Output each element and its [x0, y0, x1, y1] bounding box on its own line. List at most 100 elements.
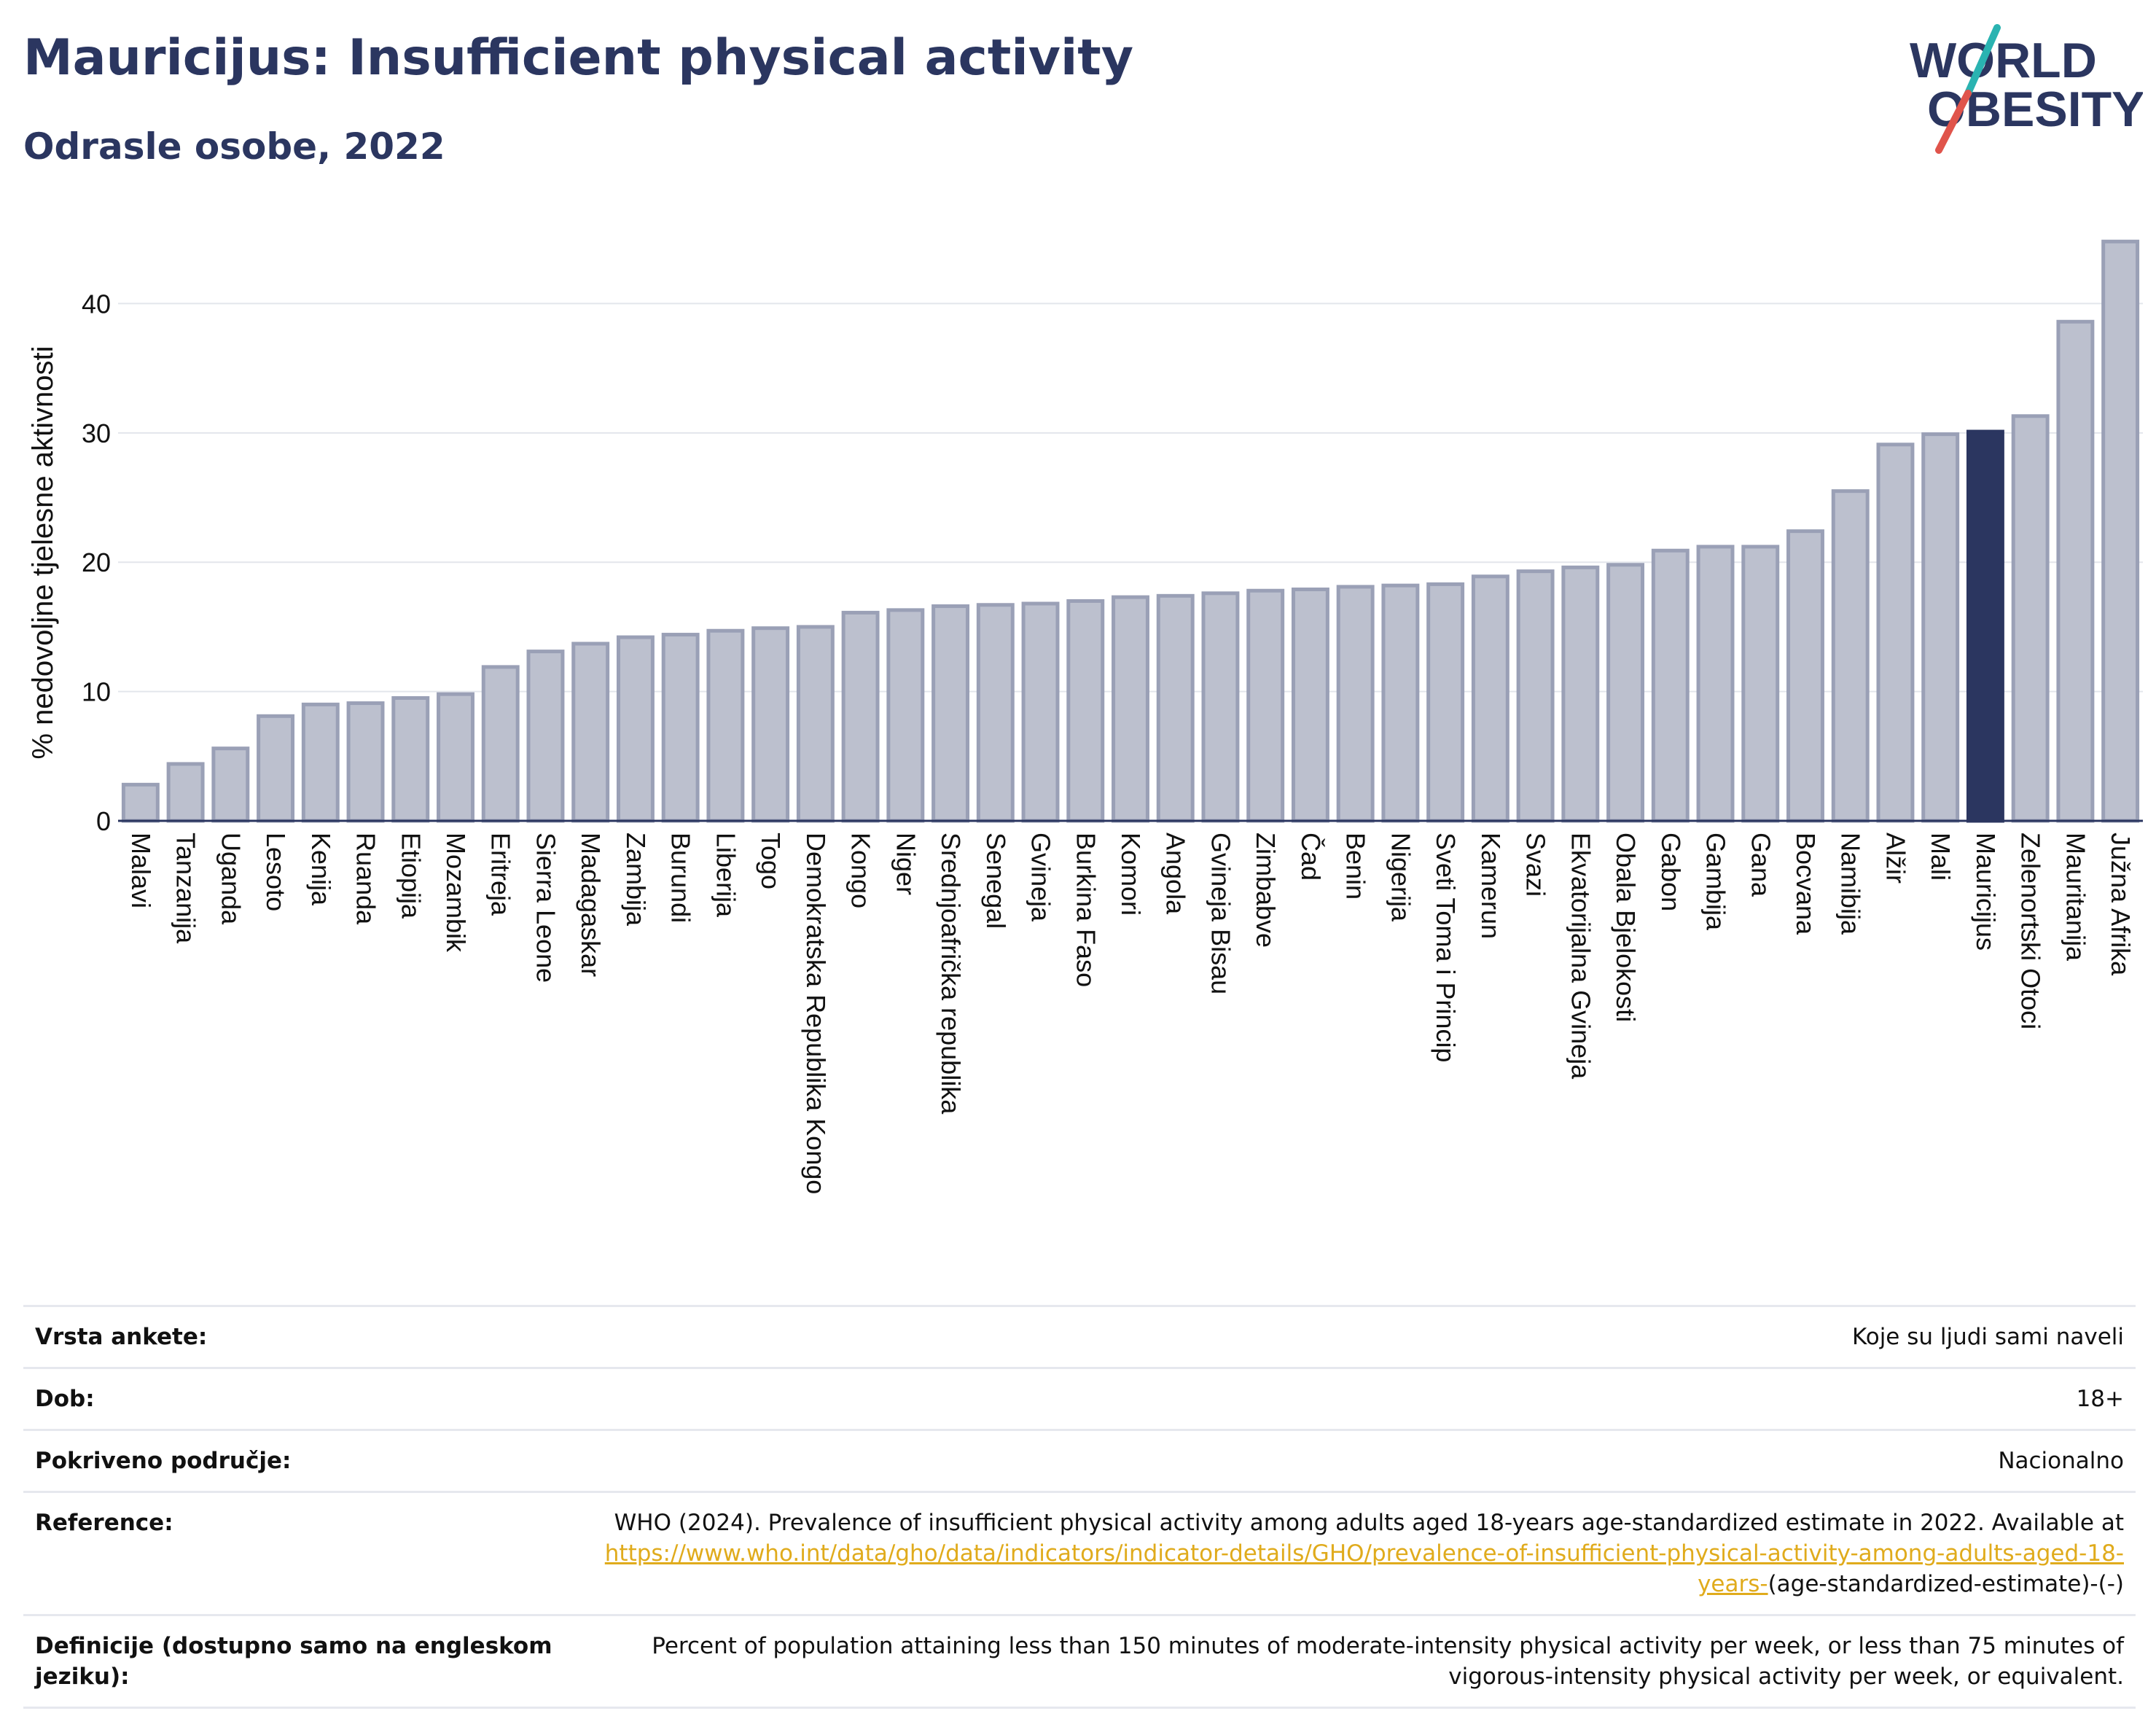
- x-tick-label: Gvineja: [1026, 833, 1056, 922]
- x-tick-label: Burundi: [666, 833, 696, 923]
- bars: [121, 239, 2140, 823]
- bar-južna-afrika: [2101, 239, 2140, 823]
- chart-subtitle: Odrasle osobe, 2022: [23, 125, 445, 168]
- info-label: Dob:: [35, 1386, 95, 1412]
- bar-gana: [1741, 545, 1780, 823]
- bar-gambija: [1696, 545, 1735, 823]
- x-tick-label: Mauricijus: [1971, 833, 2001, 951]
- x-tick-label: Malavi: [126, 833, 156, 908]
- bar-gvineja: [1021, 601, 1060, 823]
- info-label: Vrsta ankete:: [35, 1324, 208, 1350]
- x-tick-label: Burkina Faso: [1071, 833, 1101, 987]
- x-tick-label: Komori: [1116, 833, 1146, 916]
- x-tick-label: Uganda: [216, 833, 246, 925]
- bar-burkina-faso: [1066, 599, 1105, 823]
- x-tick-label: Liberija: [711, 833, 741, 918]
- x-tick-label: Angola: [1161, 833, 1191, 915]
- x-tick-label: Benin: [1341, 833, 1371, 900]
- bar-liberija: [706, 628, 745, 823]
- y-axis-title: % nedovoljne tjelesne aktivnosti: [27, 346, 59, 759]
- x-tick-label: Niger: [891, 833, 921, 895]
- x-tick-label: Čad: [1296, 833, 1326, 881]
- bar-komori: [1112, 595, 1149, 823]
- x-tick-label: Demokratska Republika Kongo: [801, 833, 831, 1194]
- info-table: Vrsta ankete: Koje su ljudi sami naveli …: [23, 1305, 2136, 1709]
- x-tick-label: Sierra Leone: [531, 833, 561, 983]
- x-tick-label: Nigerija: [1386, 833, 1415, 922]
- bar-alžir: [1876, 442, 1915, 823]
- bar-čad: [1291, 587, 1329, 823]
- x-tick-label: Kenija: [306, 833, 336, 906]
- bar-mali: [1921, 432, 1960, 823]
- x-tick-label: Gabon: [1656, 833, 1686, 911]
- x-tick-labels: Malavi Tanzanija Uganda Lesoto Kenija Ruanda E…: [126, 833, 2136, 1194]
- info-value: Koje su ljudi sami naveli: [1851, 1324, 2124, 1350]
- info-value: Percent of population attaining less tha…: [652, 1633, 2124, 1690]
- x-tick-label: Tanzanija: [171, 833, 201, 944]
- bar-uganda: [211, 746, 250, 823]
- bar-kongo: [841, 610, 880, 823]
- bar-togo: [751, 626, 790, 823]
- x-tick-label: Mozambik: [441, 833, 471, 953]
- x-tick-label: Obala Bjelokosti: [1611, 833, 1641, 1022]
- bar-tanzanija: [166, 762, 205, 823]
- x-tick-label: Lesoto: [261, 833, 291, 911]
- bar-burundi: [661, 633, 700, 823]
- y-tick-label: 10: [82, 677, 111, 707]
- bar-eritreja: [481, 665, 520, 823]
- bar-nigerija: [1381, 583, 1420, 823]
- bar-zimbabve: [1246, 588, 1285, 823]
- bar-etiopija: [391, 695, 430, 823]
- x-tick-label: Namibija: [1836, 833, 1866, 935]
- x-tick-label: Zimbabve: [1251, 833, 1281, 948]
- x-tick-label: Ruanda: [351, 833, 381, 925]
- bar-gvineja-bisau: [1201, 591, 1240, 823]
- info-row-reference: Reference: WHO (2024). Prevalence of ins…: [23, 1491, 2136, 1614]
- bar-srednjoafrička-republika: [931, 604, 970, 823]
- x-tick-label: Eritreja: [486, 833, 516, 916]
- info-row-definition: Definicije (dostupno samo na engleskom j…: [23, 1614, 2136, 1709]
- y-tick-labels: 0 10 20 30 40: [82, 289, 111, 836]
- bar-bocvana: [1786, 529, 1824, 823]
- y-tick-label: 40: [82, 289, 111, 319]
- bar-ruanda: [346, 701, 385, 823]
- x-tick-label: Mali: [1926, 833, 1956, 881]
- y-tick-label: 0: [96, 806, 111, 836]
- reference-value: WHO (2024). Prevalence of insufficient p…: [560, 1508, 2136, 1599]
- info-value: Nacionalno: [1998, 1448, 2124, 1474]
- bar-zelenortski-otoci: [2011, 414, 2050, 823]
- bar-mauritanija: [2056, 319, 2095, 823]
- y-tick-label: 20: [82, 547, 111, 577]
- info-label: Pokriveno područje:: [35, 1448, 292, 1474]
- x-tick-label: Kamerun: [1476, 833, 1506, 939]
- info-row-survey-type: Vrsta ankete: Koje su ljudi sami naveli: [23, 1305, 2136, 1367]
- bar-kenija: [301, 702, 340, 823]
- x-tick-label: Kongo: [846, 833, 876, 908]
- bar-obala-bjelokosti: [1606, 563, 1645, 823]
- x-tick-label: Gana: [1746, 833, 1776, 897]
- logo-line1: WORLD: [1910, 33, 2097, 88]
- reference-text: WHO (2024). Prevalence of insufficient p…: [614, 1510, 2124, 1536]
- x-tick-label: Gvineja Bisau: [1206, 833, 1235, 994]
- bar-lesoto: [257, 714, 295, 823]
- info-label: Definicije (dostupno samo na engleskom j…: [35, 1633, 552, 1690]
- bar-malavi: [121, 782, 160, 823]
- bar-chart: Malavi Tanzanija Uganda Lesoto Kenija Ruanda E…: [27, 239, 2143, 1194]
- info-value: 18+: [2076, 1386, 2124, 1412]
- bar-niger: [886, 608, 925, 823]
- bar-gabon: [1651, 548, 1690, 823]
- x-tick-label: Togo: [756, 833, 786, 889]
- x-tick-label: Zambija: [621, 833, 651, 927]
- reference-link[interactable]: https://www.who.int/data/gho/data/indica…: [604, 1540, 2124, 1597]
- reference-suffix: (age-standardized-estimate)-(-): [1768, 1571, 2124, 1597]
- x-tick-label: Mauritanija: [2061, 833, 2090, 962]
- x-tick-label: Južna Afrika: [2106, 833, 2136, 976]
- bar-demokratska-republika-kongo: [796, 625, 835, 823]
- bar-kamerun: [1471, 574, 1509, 823]
- info-row-age: Dob: 18+: [23, 1367, 2136, 1429]
- x-tick-label: Svazi: [1521, 833, 1551, 897]
- bar-angola: [1156, 593, 1195, 823]
- x-tick-label: Etiopija: [396, 833, 426, 919]
- bar-mauricijus: [1966, 429, 2004, 823]
- x-tick-label: Senegal: [981, 833, 1011, 929]
